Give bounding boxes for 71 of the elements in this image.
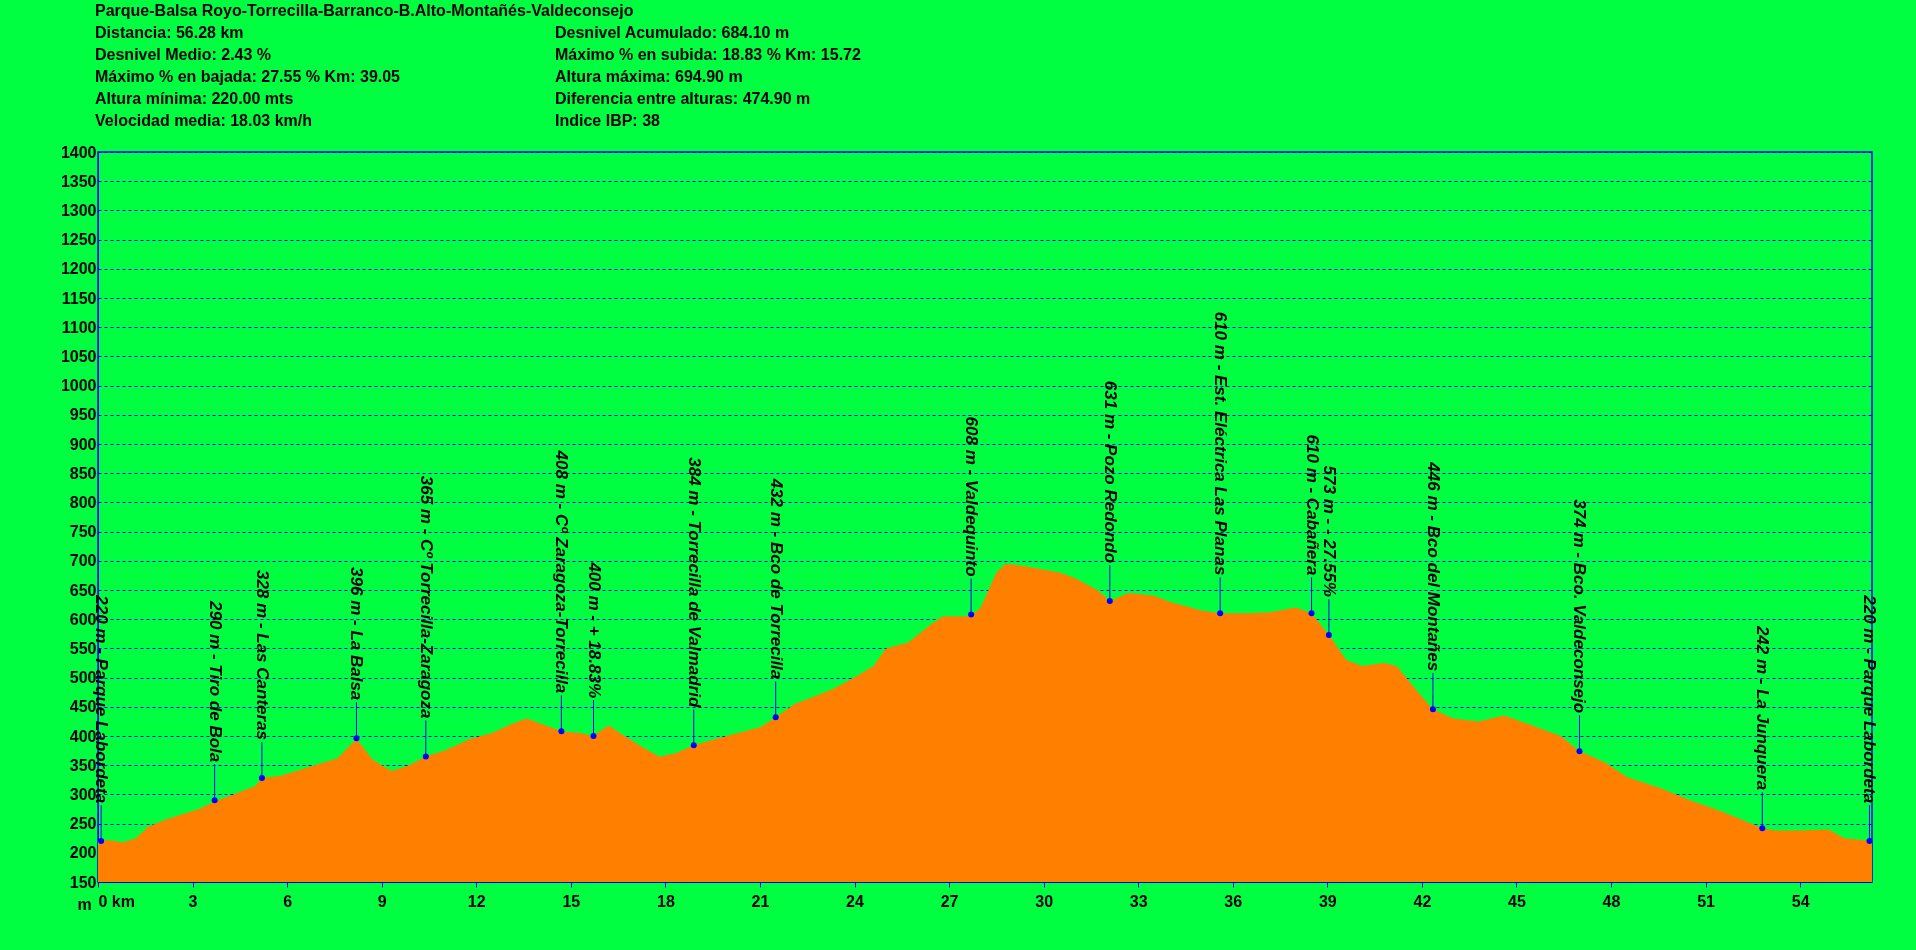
annotation: 220 m - Parque Labordeta xyxy=(1860,594,1880,804)
annotation: 396 m - La Balsa xyxy=(347,567,367,701)
y-tick-label: 600 xyxy=(69,610,97,628)
y-tick-label: 1300 xyxy=(60,201,97,219)
annotation: 610 m - Cabañera xyxy=(1302,434,1322,576)
x-tick-label: 33 xyxy=(1129,892,1148,910)
x-tick-label: 12 xyxy=(467,892,486,910)
text: Desnivel Medio: 2.43 % xyxy=(95,46,273,65)
annotation: 608 m - Valdequinto xyxy=(962,416,982,577)
x-tick-label: 27 xyxy=(940,892,959,910)
y-tick-label: 800 xyxy=(69,493,97,511)
x-tick-label: 3 xyxy=(188,892,198,910)
y-tick-label: 200 xyxy=(69,844,97,862)
annotation: 573 m - - 27.55% xyxy=(1319,465,1339,597)
text: Máximo % en subida: 18.83 % Km: 15.72 xyxy=(555,46,862,65)
text: Máximo % en bajada: 27.55 % Km: 39.05 xyxy=(95,68,401,87)
y-tick-label: 900 xyxy=(69,435,97,453)
chart-title: Parque-Balsa Royo-Torrecilla-Barranco-B.Alto-Montañés-Valdeconsejo xyxy=(95,2,635,21)
annotation: 290 m - Tiro de Bola xyxy=(205,600,225,763)
x-tick-label: 36 xyxy=(1224,892,1243,910)
y-tick-label: 400 xyxy=(69,727,97,745)
x-tick-label: 51 xyxy=(1697,892,1716,910)
x-tick-label: 45 xyxy=(1508,892,1526,910)
annotation: 408 m - Cº Zaragoza-Torrecilla xyxy=(552,449,572,694)
x-tick-label: 6 xyxy=(283,892,293,910)
y-tick-label: 850 xyxy=(69,464,97,482)
annotation: 374 m - Bco. Valdeconsejo xyxy=(1570,499,1590,714)
annotation: 365 m - Cº Torrecilla-Zaragoza xyxy=(416,475,436,719)
y-tick-label: 550 xyxy=(69,639,97,657)
annotation: 446 m - Bco del Montañes xyxy=(1423,461,1443,672)
text: Indice IBP: 38 xyxy=(555,112,661,131)
y-tick-label: 1400 xyxy=(60,143,97,161)
y-axis-title: m xyxy=(77,895,92,913)
x-tick-label: 0 km xyxy=(98,892,135,910)
y-tick-label: 1250 xyxy=(60,231,97,249)
y-tick-label: 700 xyxy=(69,552,97,570)
y-tick-label: 1200 xyxy=(60,260,97,278)
x-tick-label: 21 xyxy=(751,892,770,910)
x-tick-label: 24 xyxy=(846,892,864,910)
y-tick-label: 250 xyxy=(69,815,97,833)
annotation: 242 m - La Junquera xyxy=(1753,624,1773,791)
y-tick-label: 1150 xyxy=(61,289,97,307)
text: Altura máxima: 694.90 m xyxy=(555,68,744,87)
annotation: 384 m - Torrecilla de Valmadrid xyxy=(684,457,704,708)
text: Altura mínima: 220.00 mts xyxy=(95,90,295,109)
y-tick-label: 1050 xyxy=(60,347,97,365)
y-tick-label: 1100 xyxy=(61,318,97,336)
x-tick-label: 18 xyxy=(656,892,675,910)
x-tick-label: 15 xyxy=(562,892,581,910)
annotation: 631 m - Pozo Redondo xyxy=(1100,380,1120,564)
y-tick-label: 750 xyxy=(69,523,97,541)
x-tick-label: 39 xyxy=(1318,892,1337,910)
text: Velocidad media: 18.03 km/h xyxy=(95,112,313,131)
y-tick-label: 1350 xyxy=(60,172,97,190)
annotation: 432 m - Bco de Torrecilla xyxy=(766,477,786,680)
x-tick-label: 42 xyxy=(1413,892,1432,910)
annotation: 328 m - Las Canteras xyxy=(252,569,272,741)
x-tick-label: 54 xyxy=(1791,892,1810,910)
y-tick-label: 1000 xyxy=(60,377,97,395)
y-tick-label: 650 xyxy=(69,581,97,599)
x-tick-label: 48 xyxy=(1602,892,1621,910)
y-tick-label: 150 xyxy=(69,873,97,891)
x-tick-label: 9 xyxy=(377,892,387,910)
y-tick-label: 950 xyxy=(69,406,97,424)
x-tick-label: 30 xyxy=(1035,892,1054,910)
annotation: 400 m - + 18.83% xyxy=(584,561,604,698)
text: Desnivel Acumulado: 684.10 m xyxy=(555,24,791,43)
text: Diferencia entre alturas: 474.90 m xyxy=(555,90,812,109)
y-tick-label: 350 xyxy=(69,756,97,774)
text: Distancia: 56.28 km xyxy=(95,24,245,43)
annotation: 610 m - Est. Eléctrica Las Planas xyxy=(1211,311,1231,576)
